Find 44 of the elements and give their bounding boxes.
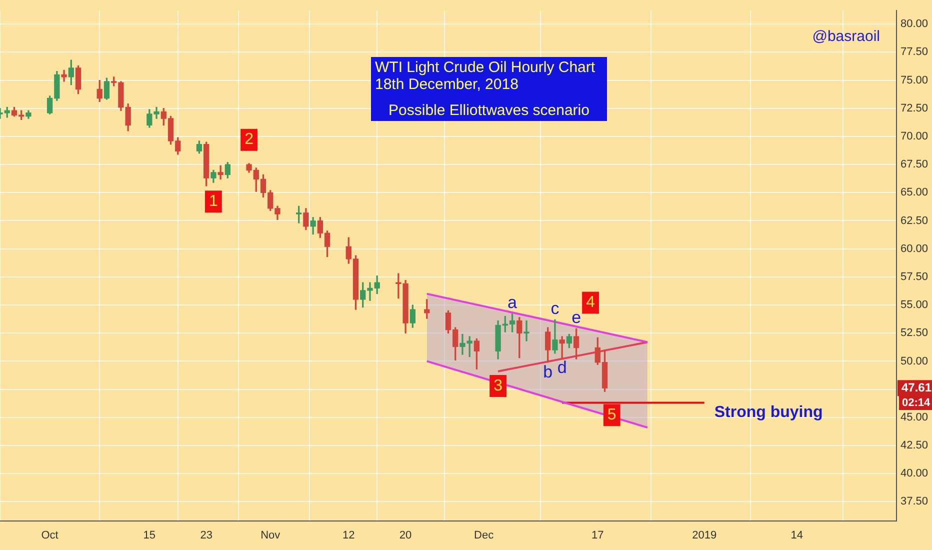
annotation: 2 <box>244 131 254 148</box>
annotation: 4 <box>586 294 596 312</box>
y-tick-label: 37.50 <box>900 496 928 508</box>
annotation: e <box>572 308 582 327</box>
y-tick-label: 50.00 <box>900 355 928 368</box>
y-tick-label: 60.00 <box>900 242 928 255</box>
y-tick-label: 45.00 <box>900 411 928 424</box>
x-tick-label: 20 <box>399 529 412 542</box>
x-tick-label: Oct <box>41 529 58 542</box>
x-tick-label: Dec <box>474 529 494 542</box>
y-tick-label: 65.00 <box>900 186 928 199</box>
annotation: 5 <box>607 406 616 424</box>
annotation: c <box>550 298 560 318</box>
x-tick-label: 14 <box>790 529 803 542</box>
x-tick-label: 12 <box>342 529 355 542</box>
y-tick-label: 40.00 <box>900 468 928 480</box>
y-tick-label: 62.50 <box>900 214 928 227</box>
x-tick-label: Nov <box>260 529 281 542</box>
text: WTI Light Crude Oil Hourly Chart <box>375 59 596 76</box>
annotation: 1 <box>208 193 218 210</box>
y-tick-label: 42.50 <box>900 440 928 452</box>
annotation: @basraoil <box>812 28 880 45</box>
x-tick-label: 17 <box>592 529 604 542</box>
text: 18th December, 2018 <box>375 76 520 93</box>
annotation: 47.61 <box>901 380 932 394</box>
y-tick-label: 57.50 <box>900 270 928 283</box>
x-tick-label: 23 <box>200 529 212 542</box>
annotation: Possible Elliottwaves scenario <box>388 102 590 119</box>
y-tick-label: 55.00 <box>900 299 928 312</box>
y-tick-label: 75.00 <box>900 74 928 86</box>
x-tick-label: 15 <box>143 529 156 542</box>
y-tick-label: 72.50 <box>900 102 928 114</box>
annotation: d <box>557 358 567 378</box>
annotation: b <box>543 362 553 382</box>
annotation: a <box>508 293 518 312</box>
x-tick-label: 2019 <box>692 529 717 542</box>
y-tick-label: 70.00 <box>900 130 928 142</box>
annotation: Strong buying <box>714 404 823 422</box>
annotation: 3 <box>494 377 503 394</box>
y-tick-label: 77.50 <box>900 46 928 58</box>
y-tick-label: 52.50 <box>900 327 928 340</box>
y-tick-label: 80.00 <box>900 18 928 30</box>
y-tick-label: 67.50 <box>900 158 928 171</box>
text: 02:14 <box>899 396 932 410</box>
